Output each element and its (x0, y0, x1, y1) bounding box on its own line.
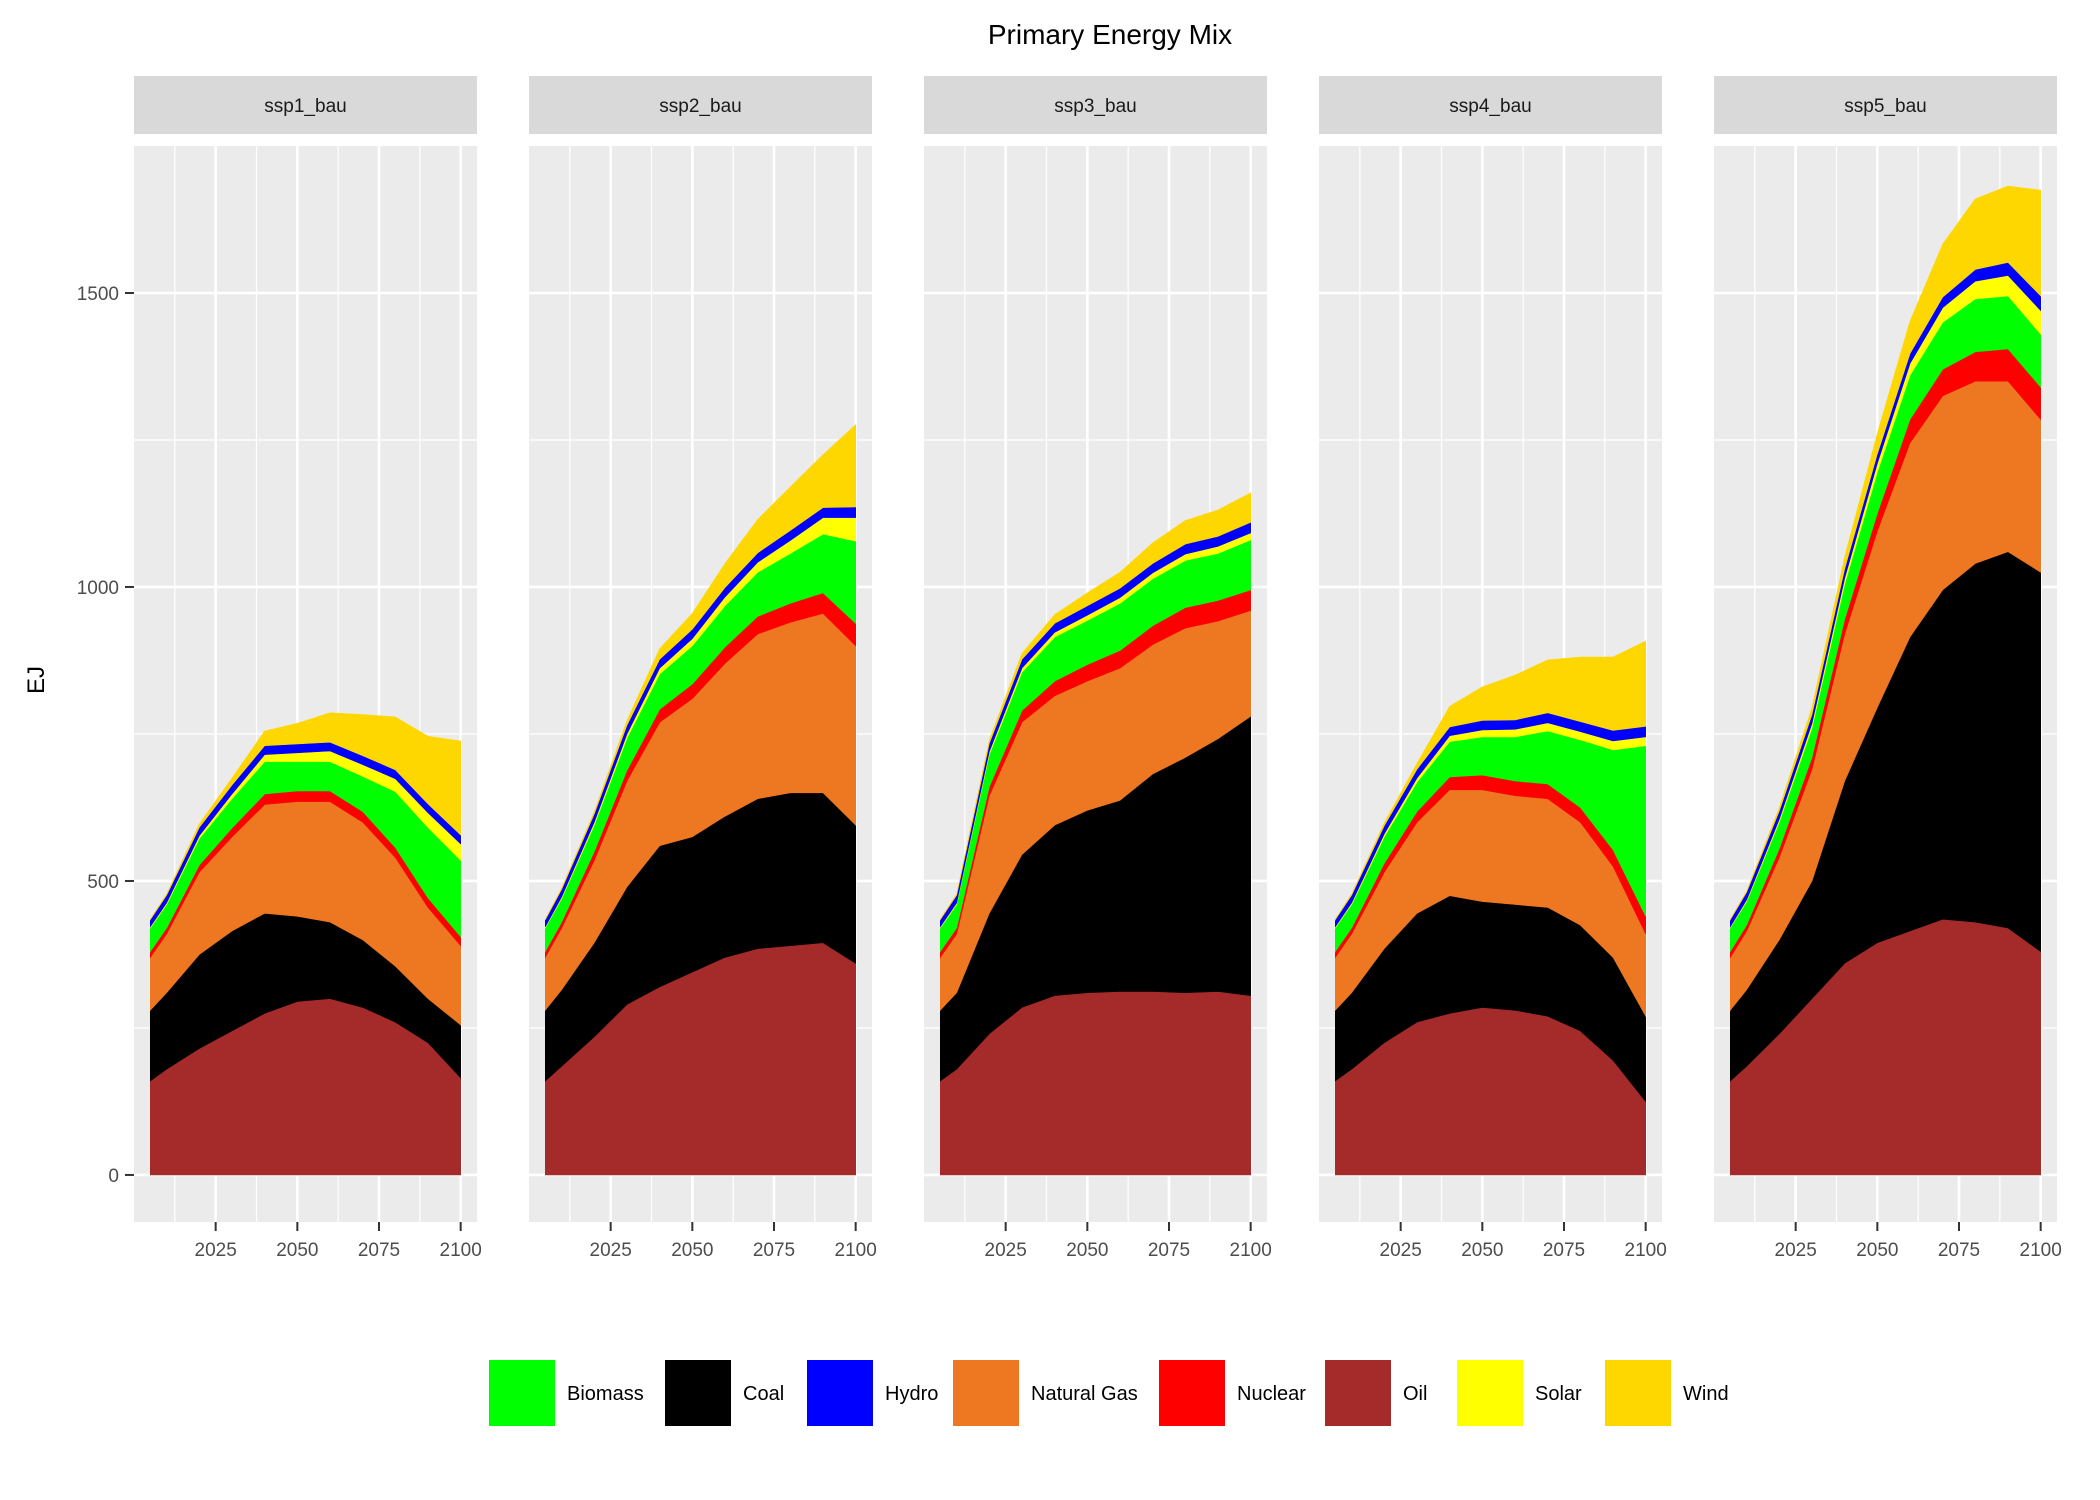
x-tick-label: 2100 (1625, 1240, 1667, 1261)
x-tick-label: 2050 (671, 1240, 713, 1261)
legend-key (665, 1360, 731, 1426)
facet-strip-label: ssp1_bau (264, 96, 346, 117)
legend-key (953, 1360, 1019, 1426)
legend-item-natural-gas: Natural Gas (953, 1360, 1138, 1426)
x-tick-label: 2050 (1066, 1240, 1108, 1261)
x-tick-label: 2100 (1230, 1240, 1272, 1261)
legend-key (807, 1360, 873, 1426)
y-tick-label: 1000 (77, 578, 119, 599)
x-tick-label: 2075 (753, 1240, 795, 1261)
legend-item-hydro: Hydro (807, 1360, 938, 1426)
facet-strip (924, 76, 1267, 134)
facet-strip (529, 76, 872, 134)
facet-strip-label: ssp2_bau (659, 96, 741, 117)
area-wind (545, 424, 856, 920)
x-tick-label: 2075 (358, 1240, 400, 1261)
x-tick-label: 2025 (1775, 1240, 1817, 1261)
area-wind (1335, 640, 1646, 921)
facet-ssp2_bau: ssp2_bau 2025 2050 2075 2100 (529, 76, 877, 1261)
facet-strip (134, 76, 477, 134)
area-wind (1730, 185, 2041, 921)
x-tick-label: 2100 (835, 1240, 877, 1261)
facet-strip-label: ssp4_bau (1449, 96, 1531, 117)
x-tick-label: 2050 (1461, 1240, 1503, 1261)
area-wind (150, 712, 461, 921)
facet-ssp3_bau: ssp3_bau 2025 2050 2075 2100 (924, 76, 1272, 1261)
x-tick-label: 2025 (195, 1240, 237, 1261)
legend-item-solar: Solar (1457, 1360, 1582, 1426)
facet-strip (1714, 76, 2057, 134)
legend-key (489, 1360, 555, 1426)
facet-strip (1319, 76, 1662, 134)
legend-item-biomass: Biomass (489, 1360, 644, 1426)
facet-strip-label: ssp3_bau (1054, 96, 1136, 117)
area-wind (940, 492, 1251, 921)
legend-label: Nuclear (1237, 1383, 1306, 1405)
y-axis-title: EJ (23, 666, 50, 694)
legend-label: Natural Gas (1031, 1383, 1138, 1405)
x-tick-label: 2025 (590, 1240, 632, 1261)
legend-key (1605, 1360, 1671, 1426)
x-tick-label: 2075 (1938, 1240, 1980, 1261)
x-tick-label: 2050 (276, 1240, 318, 1261)
x-tick-label: 2100 (440, 1240, 482, 1261)
x-tick-label: 2100 (2020, 1240, 2062, 1261)
facet-ssp5_bau: ssp5_bau 2025 2050 2075 2100 (1714, 76, 2062, 1261)
legend-label: Coal (743, 1383, 784, 1405)
legend-key (1325, 1360, 1391, 1426)
legend-item-wind: Wind (1605, 1360, 1729, 1426)
legend-key (1159, 1360, 1225, 1426)
legend-item-nuclear: Nuclear (1159, 1360, 1306, 1426)
legend-label: Solar (1535, 1383, 1582, 1405)
facet-strip-label: ssp5_bau (1844, 96, 1926, 117)
y-tick-label: 1500 (77, 284, 119, 305)
y-tick-label: 0 (108, 1166, 119, 1187)
legend-item-coal: Coal (665, 1360, 784, 1426)
y-tick-label: 500 (87, 872, 119, 893)
legend-label: Hydro (885, 1383, 938, 1405)
legend-key (1457, 1360, 1523, 1426)
legend-label: Oil (1403, 1383, 1427, 1405)
x-tick-label: 2075 (1543, 1240, 1585, 1261)
legend-label: Biomass (567, 1383, 644, 1405)
x-tick-label: 2050 (1856, 1240, 1898, 1261)
legend: Biomass Coal Hydro Natural Gas Nuclear Oil Sol… (489, 1360, 1729, 1426)
x-tick-label: 2025 (1380, 1240, 1422, 1261)
facet-panels: ssp1_bau 2025 2050 2075 2100 ssp2_bau 2025 2050… (134, 76, 2062, 1261)
facet-ssp1_bau: ssp1_bau 2025 2050 2075 2100 (134, 76, 482, 1261)
chart-title: Primary Energy Mix (988, 19, 1232, 50)
x-tick-label: 2075 (1148, 1240, 1190, 1261)
legend-item-oil: Oil (1325, 1360, 1427, 1426)
x-tick-label: 2025 (985, 1240, 1027, 1261)
facet-ssp4_bau: ssp4_bau 2025 2050 2075 2100 (1319, 76, 1667, 1261)
legend-label: Wind (1683, 1383, 1729, 1405)
y-axis: 0 500 1000 1500 (77, 284, 134, 1187)
